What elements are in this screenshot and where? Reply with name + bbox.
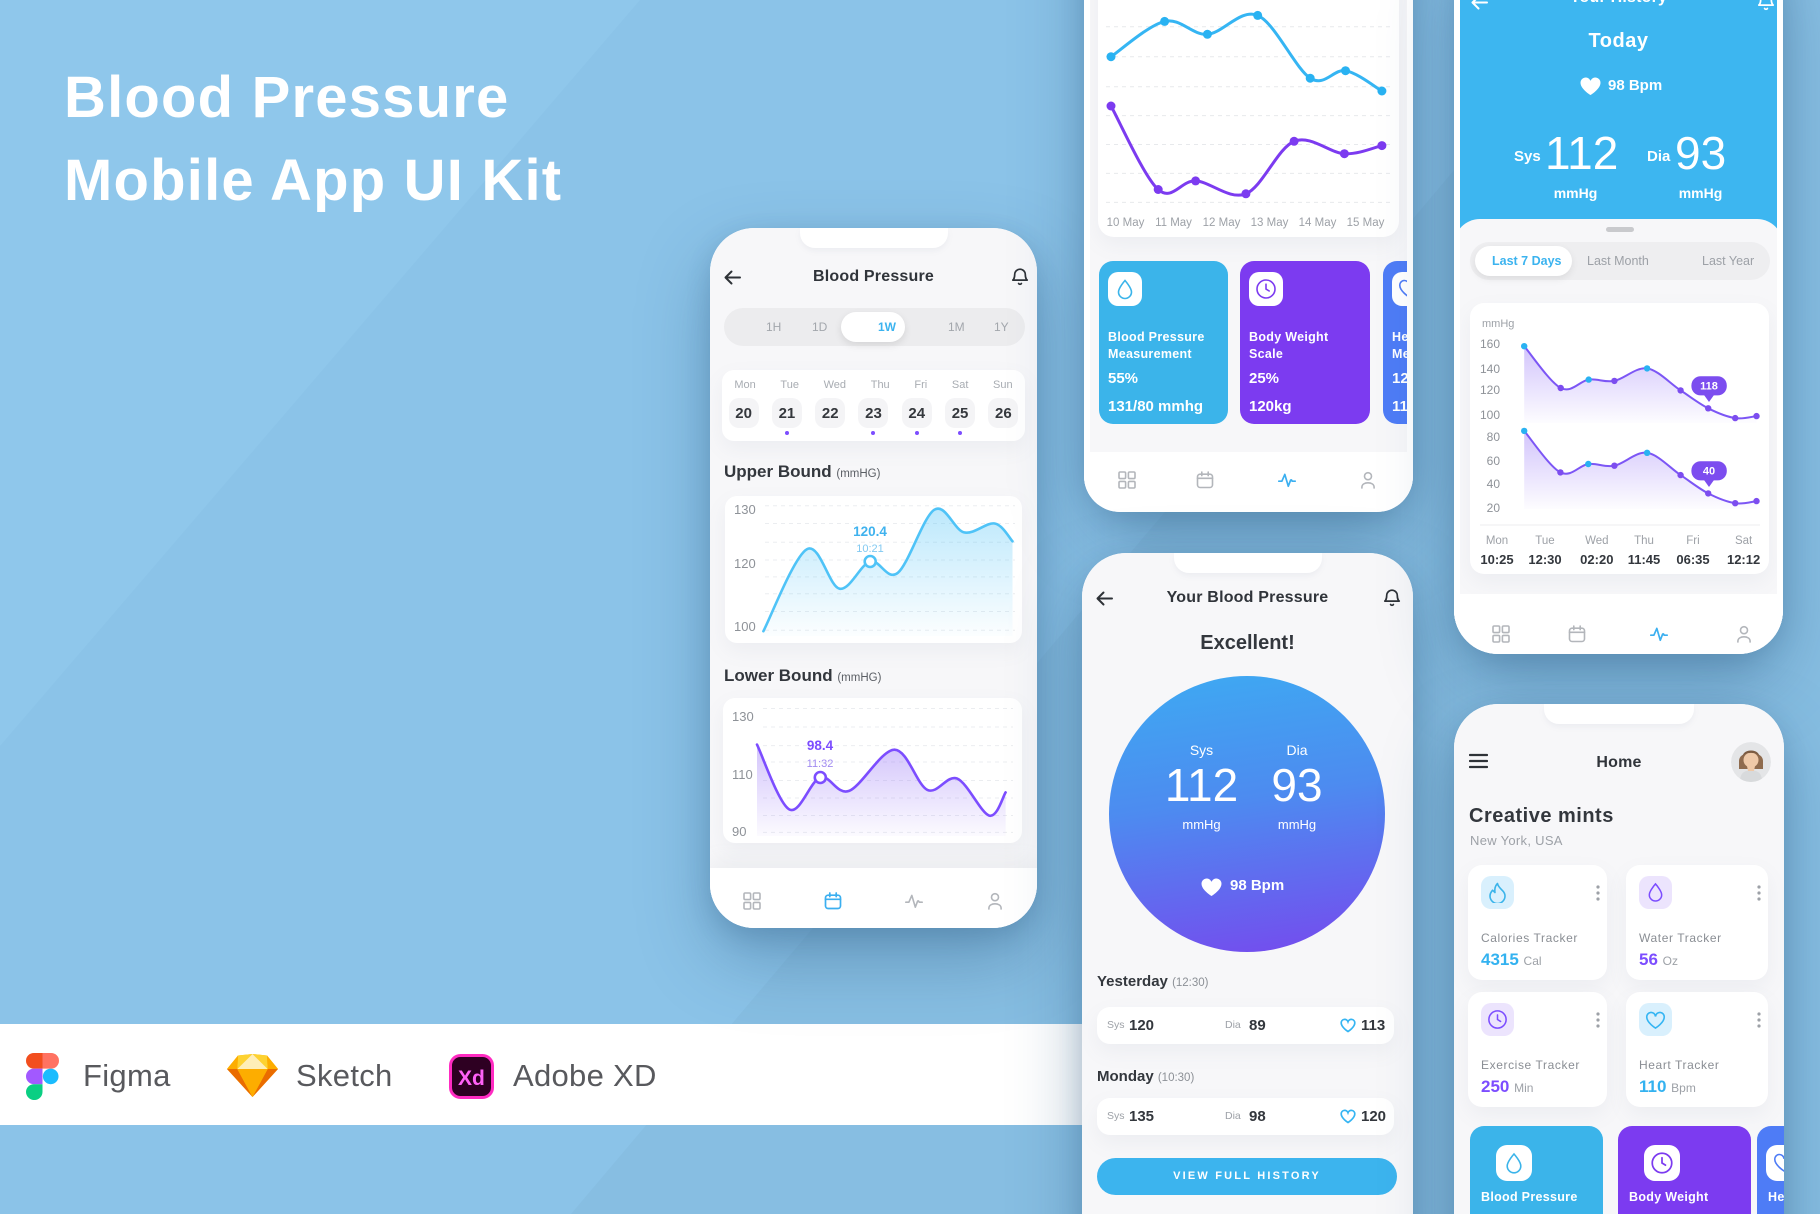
svg-text:80: 80 (1487, 430, 1501, 444)
svg-text:14 May: 14 May (1299, 217, 1337, 229)
svg-text:Sat: Sat (1735, 535, 1753, 547)
svg-text:Wed: Wed (1585, 535, 1608, 547)
svg-text:110: 110 (732, 767, 753, 782)
svg-text:100: 100 (1480, 408, 1500, 422)
svg-text:98.4: 98.4 (807, 738, 834, 753)
svg-text:12 May: 12 May (1203, 217, 1241, 229)
svg-text:11:45: 11:45 (1628, 552, 1661, 567)
svg-text:12:30: 12:30 (1528, 552, 1561, 567)
svg-text:130: 130 (734, 502, 756, 517)
svg-text:130: 130 (732, 709, 754, 724)
svg-text:11:32: 11:32 (807, 758, 834, 770)
svg-text:10:21: 10:21 (856, 543, 884, 555)
svg-text:40: 40 (1487, 477, 1501, 491)
svg-text:10 May: 10 May (1107, 217, 1145, 229)
svg-text:118: 118 (1700, 381, 1718, 393)
svg-text:mmHg: mmHg (1482, 318, 1514, 330)
svg-text:20: 20 (1487, 501, 1501, 515)
svg-text:140: 140 (1480, 362, 1500, 376)
svg-text:60: 60 (1487, 454, 1501, 468)
svg-text:Xd: Xd (458, 1067, 485, 1090)
svg-text:120: 120 (1480, 383, 1500, 397)
svg-text:06:35: 06:35 (1676, 552, 1709, 567)
svg-text:Thu: Thu (1634, 535, 1654, 547)
svg-text:12:12: 12:12 (1727, 552, 1760, 567)
svg-text:160: 160 (1480, 337, 1500, 351)
svg-text:11 May: 11 May (1155, 217, 1192, 229)
svg-text:Fri: Fri (1686, 535, 1699, 547)
svg-text:15 May: 15 May (1347, 217, 1385, 229)
svg-text:13 May: 13 May (1251, 217, 1289, 229)
svg-text:120.4: 120.4 (853, 524, 887, 539)
svg-text:Mon: Mon (1486, 535, 1508, 547)
svg-text:10:25: 10:25 (1480, 552, 1513, 567)
svg-text:90: 90 (732, 824, 746, 839)
svg-text:Tue: Tue (1535, 535, 1554, 547)
svg-text:40: 40 (1703, 466, 1715, 478)
svg-text:02:20: 02:20 (1580, 552, 1613, 567)
svg-text:100: 100 (734, 619, 756, 634)
svg-text:120: 120 (734, 556, 756, 571)
